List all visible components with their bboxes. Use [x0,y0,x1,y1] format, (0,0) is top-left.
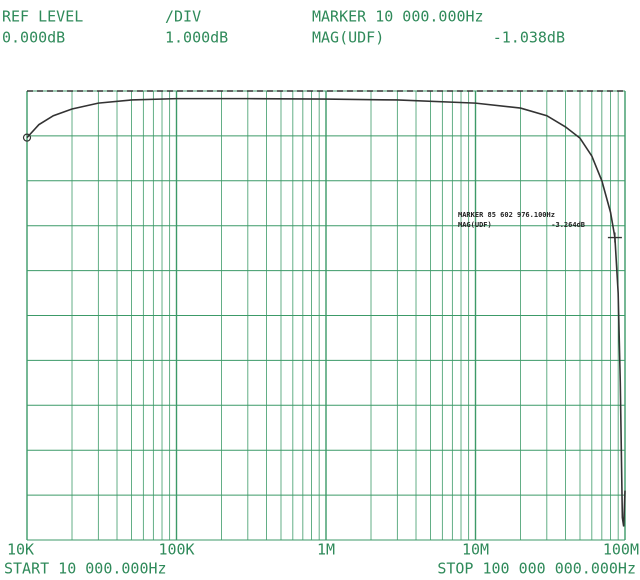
start-label: START 10 000.000Hz [4,560,167,578]
marker [607,232,622,243]
ref-level-label: REF LEVEL [2,8,83,26]
x-tick-label: 10K [7,541,34,559]
ref-level-value: 0.000dB [2,29,65,47]
x-tick-label: 100K [158,541,194,559]
marker-annotation: -3.264dB [551,221,585,229]
mag-value: -1.038dB [493,29,565,47]
marker [22,133,32,142]
trace [26,97,626,527]
marker-annotation: MARKER 85 602 976.100Hz [458,211,555,219]
marker-label: MARKER 10 000.000Hz [312,8,484,26]
x-tick-label: 100M [603,541,639,559]
stop-label: STOP 100 000 000.000Hz [437,560,636,578]
x-tick-label: 1M [317,541,335,559]
mag-label: MAG(UDF) [312,29,384,47]
marker-annotation: MAG(UDF) [458,221,492,229]
div-value: 1.000dB [165,29,228,47]
div-label: /DIV [165,8,201,26]
x-tick-label: 10M [462,541,489,559]
